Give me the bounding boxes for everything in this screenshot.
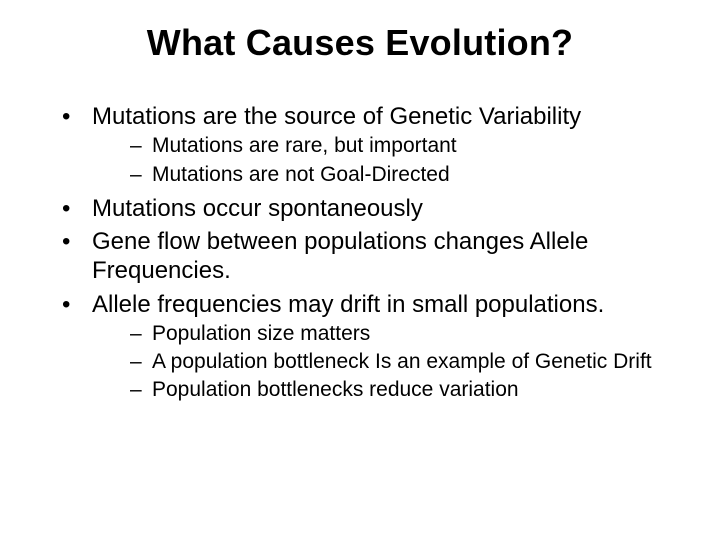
bullet-item: Gene flow between populations changes Al… — [62, 227, 680, 286]
sub-bullet-item: Mutations are not Goal-Directed — [130, 162, 680, 188]
sub-bullet-item: Mutations are rare, but important — [130, 133, 680, 159]
bullet-text: Mutations are the source of Genetic Vari… — [92, 103, 581, 130]
bullet-item: Mutations occur spontaneously — [62, 194, 680, 223]
slide-title: What Causes Evolution? — [40, 22, 680, 64]
bullet-item: Mutations are the source of Genetic Vari… — [62, 102, 680, 188]
bullet-list: Mutations are the source of Genetic Vari… — [40, 102, 680, 404]
sub-bullet-list: Population size matters A population bot… — [92, 321, 680, 404]
sub-bullet-text: Mutations are rare, but important — [152, 134, 457, 157]
sub-bullet-item: Population bottlenecks reduce variation — [130, 377, 680, 403]
bullet-item: Allele frequencies may drift in small po… — [62, 290, 680, 404]
bullet-text: Gene flow between populations changes Al… — [92, 228, 588, 284]
sub-bullet-text: Population size matters — [152, 322, 370, 345]
sub-bullet-text: Mutations are not Goal-Directed — [152, 163, 450, 186]
sub-bullet-text: Population bottlenecks reduce variation — [152, 378, 519, 401]
bullet-text: Allele frequencies may drift in small po… — [92, 291, 604, 318]
sub-bullet-item: Population size matters — [130, 321, 680, 347]
sub-bullet-item: A population bottleneck Is an example of… — [130, 349, 680, 375]
bullet-text: Mutations occur spontaneously — [92, 195, 423, 222]
slide: What Causes Evolution? Mutations are the… — [0, 0, 720, 540]
sub-bullet-list: Mutations are rare, but important Mutati… — [92, 133, 680, 188]
sub-bullet-text: A population bottleneck Is an example of… — [152, 350, 652, 373]
